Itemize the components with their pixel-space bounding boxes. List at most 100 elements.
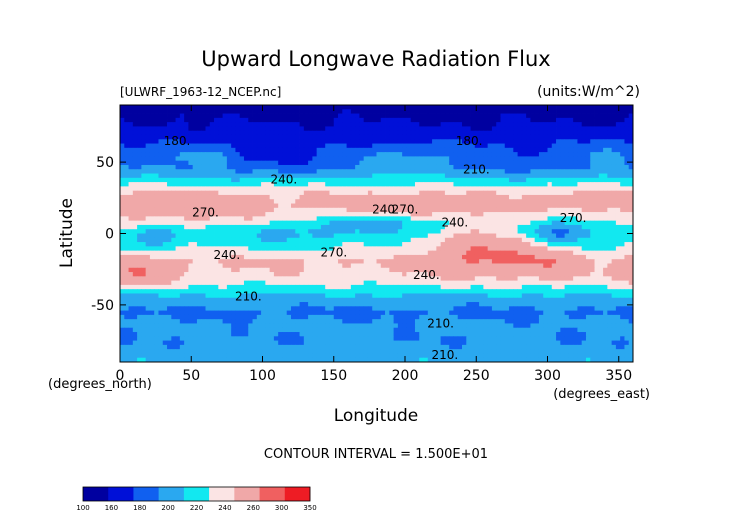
heatmap-cell xyxy=(235,105,241,110)
heatmap-cell xyxy=(603,160,608,166)
heatmap-cell xyxy=(453,233,459,239)
heatmap-cell xyxy=(363,190,369,196)
heatmap-cell xyxy=(603,113,608,119)
heatmap-cell xyxy=(367,207,373,213)
heatmap-cell xyxy=(376,152,382,157)
heatmap-cell xyxy=(568,246,574,252)
heatmap-cell xyxy=(487,267,493,273)
heatmap-cell xyxy=(457,117,463,123)
heatmap-cell xyxy=(585,246,591,252)
heatmap-cell xyxy=(560,216,565,222)
heatmap-cell xyxy=(543,122,548,127)
heatmap-cell xyxy=(457,272,463,277)
heatmap-cell xyxy=(380,117,386,123)
heatmap-cell xyxy=(329,139,335,144)
heatmap-cell xyxy=(261,250,266,256)
heatmap-cell xyxy=(124,246,129,252)
heatmap-cell xyxy=(598,220,604,226)
heatmap-cell xyxy=(235,212,241,217)
heatmap-cell xyxy=(603,109,608,114)
heatmap-cell xyxy=(560,177,565,183)
heatmap-cell xyxy=(526,190,531,196)
heatmap-cell xyxy=(397,164,403,170)
heatmap-cell xyxy=(534,143,540,149)
heatmap-cell xyxy=(547,164,553,170)
heatmap-cell xyxy=(282,117,288,123)
heatmap-cell xyxy=(346,190,352,196)
heatmap-cell xyxy=(231,267,236,273)
heatmap-cell xyxy=(577,139,583,144)
heatmap-cell xyxy=(620,117,625,123)
heatmap-cell xyxy=(286,177,292,183)
heatmap-cell xyxy=(320,242,326,247)
heatmap-cell xyxy=(594,182,600,187)
heatmap-cell xyxy=(222,246,228,252)
heatmap-cell xyxy=(449,169,454,174)
heatmap-cell xyxy=(436,182,442,187)
heatmap-cell xyxy=(440,152,446,157)
heatmap-cell xyxy=(256,134,262,140)
heatmap-cell xyxy=(423,147,429,153)
heatmap-cell xyxy=(320,134,326,140)
heatmap-cell xyxy=(598,263,604,269)
heatmap-cell xyxy=(615,250,621,256)
heatmap-cell xyxy=(201,122,206,127)
heatmap-cell xyxy=(577,122,583,127)
heatmap-cell xyxy=(355,117,360,123)
heatmap-cell xyxy=(179,212,185,217)
heatmap-cell xyxy=(436,117,442,123)
heatmap-cell xyxy=(278,164,283,170)
heatmap-cell xyxy=(196,220,202,226)
heatmap-cell xyxy=(380,276,386,282)
heatmap-cell xyxy=(120,147,125,153)
heatmap-cell xyxy=(269,177,275,183)
heatmap-cell xyxy=(316,229,322,234)
heatmap-cell xyxy=(560,212,565,217)
heatmap-cell xyxy=(423,246,429,252)
heatmap-cell xyxy=(359,250,365,256)
heatmap-cell xyxy=(209,152,215,157)
heatmap-cell xyxy=(209,267,215,273)
heatmap-cell xyxy=(487,126,493,132)
heatmap-cell xyxy=(329,122,335,127)
heatmap-cell xyxy=(483,216,489,222)
heatmap-cell xyxy=(380,134,386,140)
heatmap-cell xyxy=(350,250,356,256)
heatmap-cell xyxy=(436,229,442,234)
heatmap-cell xyxy=(534,139,540,144)
heatmap-cell xyxy=(312,267,318,273)
heatmap-cell xyxy=(538,117,544,123)
heatmap-cell xyxy=(239,254,245,260)
heatmap-cell xyxy=(252,207,258,213)
heatmap-cell xyxy=(312,233,318,239)
heatmap-cell xyxy=(256,182,262,187)
heatmap-cell xyxy=(299,203,305,209)
heatmap-cell xyxy=(120,130,125,136)
heatmap-cell xyxy=(154,220,159,226)
heatmap-cell xyxy=(350,207,356,213)
heatmap-cell xyxy=(333,267,339,273)
heatmap-cell xyxy=(372,194,377,200)
heatmap-cell xyxy=(128,186,134,192)
heatmap-cell xyxy=(590,160,595,166)
heatmap-cell xyxy=(329,216,335,222)
heatmap-cell xyxy=(419,109,424,114)
heatmap-cell xyxy=(329,169,335,174)
heatmap-cell xyxy=(372,143,377,149)
heatmap-cell xyxy=(598,254,604,260)
heatmap-cell xyxy=(367,160,373,166)
heatmap-cell xyxy=(547,156,553,162)
heatmap-cell xyxy=(338,203,343,209)
heatmap-cell xyxy=(500,254,506,260)
heatmap-cell xyxy=(504,186,510,192)
heatmap-cell xyxy=(436,122,442,127)
heatmap-cell xyxy=(269,173,275,179)
heatmap-cell xyxy=(171,263,176,269)
heatmap-cell xyxy=(577,186,583,192)
heatmap-cell xyxy=(385,152,390,157)
heatmap-cell xyxy=(462,229,467,234)
heatmap-cell xyxy=(201,186,206,192)
heatmap-cell xyxy=(581,173,587,179)
heatmap-cell xyxy=(526,134,531,140)
heatmap-cell xyxy=(620,134,625,140)
